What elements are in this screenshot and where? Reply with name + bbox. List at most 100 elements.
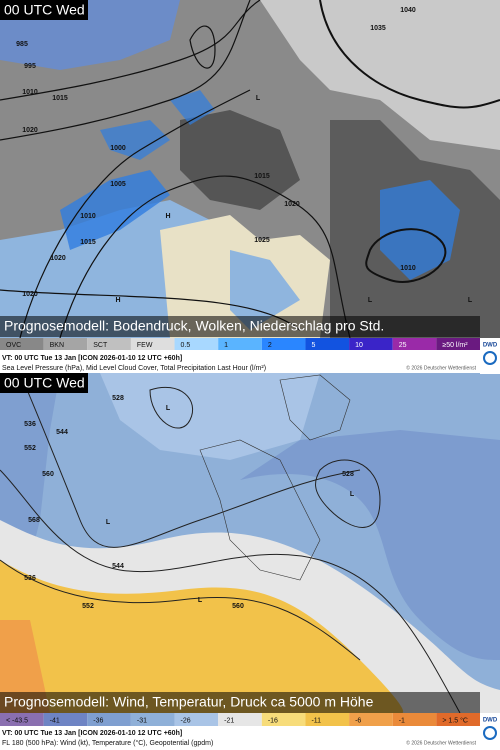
map-label: L [350, 491, 355, 498]
legend-swatch [392, 338, 437, 350]
map-label: 1020 [22, 127, 38, 134]
map-label: L [256, 95, 261, 102]
legend-label: SCT [93, 342, 108, 349]
map-label: 536 [24, 421, 36, 428]
legend-label: ≥50 l/m² [442, 342, 468, 349]
legend-swatch [87, 338, 131, 350]
legend-label: > 1.5 °C [442, 716, 468, 724]
map-label: 1020 [22, 291, 38, 298]
top-map [0, 0, 500, 339]
map-labels: 9859951010101510201000100510101015102010… [16, 7, 473, 610]
map-label: 544 [56, 429, 68, 436]
map-label: 1000 [110, 145, 126, 152]
map-label: 985 [16, 41, 28, 48]
copyright: © 2026 Deutscher Wetterdienst [406, 364, 476, 371]
logo-bg [480, 713, 500, 749]
legend-swatch [305, 338, 350, 350]
map-label: 560 [232, 603, 244, 610]
legends: OVC BKN SCT FEW 0.5 1 2 5 10 25 ≥50 l/m²< -43.5 -41… [0, 338, 480, 726]
logo: DWD [483, 718, 498, 724]
legend-swatch [349, 338, 393, 350]
legend-swatch [349, 713, 393, 726]
map-label: L [166, 405, 171, 412]
map-label: L [198, 597, 203, 604]
caption: Prognosemodell: Bodendruck, Wolken, Nied… [4, 318, 384, 334]
map-label: L [106, 519, 111, 526]
map-label: 1020 [284, 201, 300, 208]
caption: Prognosemodell: Wind, Temperatur, Druck … [4, 694, 374, 710]
legend-label: -11 [311, 717, 321, 724]
logo-icon [483, 351, 497, 365]
legend-label: 0.5 [181, 342, 191, 349]
legend-label: -41 [50, 717, 60, 724]
map-label: 560 [42, 471, 54, 478]
time-label-bg [0, 373, 88, 393]
map-label: H [165, 213, 170, 220]
legend-label: -31 [137, 717, 147, 724]
valid-time: VT: 00 UTC Tue 13 Jan [ICON 2026-01-10 1… [2, 730, 182, 737]
map-label: L [468, 297, 473, 304]
legend-swatch [87, 713, 131, 726]
legend-label: 1 [224, 342, 228, 349]
legend-label: -36 [93, 717, 103, 724]
map-label: 1015 [52, 95, 68, 102]
legend-label: OVC [6, 342, 21, 349]
map-label: 1015 [254, 173, 270, 180]
map-label: 1035 [370, 25, 386, 32]
map-label: 544 [112, 563, 124, 570]
legend-label: -1 [399, 717, 405, 724]
bottom-map [0, 372, 500, 714]
logo-bg [480, 338, 500, 374]
legend-label: 5 [311, 342, 315, 349]
map-label: 995 [24, 63, 36, 70]
legend-swatch [392, 713, 437, 726]
legend-label: -6 [355, 717, 361, 724]
time-label: 00 UTC Wed [4, 2, 85, 18]
map-label: L [368, 297, 373, 304]
map-label: 568 [28, 517, 40, 524]
map-label: 1025 [254, 237, 270, 244]
legend-swatch [174, 338, 219, 350]
map-label: 1040 [400, 7, 416, 14]
time-label: 00 UTC Wed [4, 375, 85, 391]
description: FL 180 (500 hPa): Wind (kt), Temperature… [2, 739, 213, 747]
legend-label: -26 [181, 717, 191, 724]
map-label: 528 [342, 471, 354, 478]
legend-swatch [0, 338, 44, 350]
logo: DWD [483, 343, 498, 349]
legend-label: BKN [50, 342, 64, 349]
legend-label: FEW [137, 342, 153, 349]
time-label-bg [0, 0, 88, 20]
legend-swatch [436, 338, 480, 350]
legend-swatch [130, 713, 175, 726]
legend-swatch [261, 713, 306, 726]
map-label: 1015 [80, 239, 96, 246]
legend-label: 2 [268, 342, 272, 349]
legend-label: 25 [399, 342, 407, 349]
legend-swatch [0, 713, 44, 726]
legend-label: < -43.5 [6, 717, 28, 724]
legend-swatch [174, 713, 219, 726]
logo-icon [483, 726, 497, 740]
legend-swatch [218, 713, 262, 726]
caption-bg [0, 316, 480, 337]
legend-swatch [43, 713, 88, 726]
legend-swatch [305, 713, 350, 726]
caption-bg [0, 692, 480, 713]
legend-label: 10 [355, 342, 363, 349]
map-label: 1010 [400, 265, 416, 272]
map-label: 552 [24, 445, 36, 452]
copyright: © 2026 Deutscher Wetterdienst [406, 739, 476, 746]
map-label: 1005 [110, 181, 126, 188]
map-label: 1010 [80, 213, 96, 220]
legend-swatch [43, 338, 88, 350]
legend-swatch [261, 338, 306, 350]
legend-swatch [436, 713, 480, 726]
legend-label: -21 [224, 717, 234, 724]
map-label: 552 [82, 603, 94, 610]
map-label: 536 [24, 575, 36, 582]
description: Sea Level Pressure (hPa), Mid Level Clou… [2, 365, 266, 372]
map-label: 528 [112, 395, 124, 402]
map-label: H [115, 297, 120, 304]
